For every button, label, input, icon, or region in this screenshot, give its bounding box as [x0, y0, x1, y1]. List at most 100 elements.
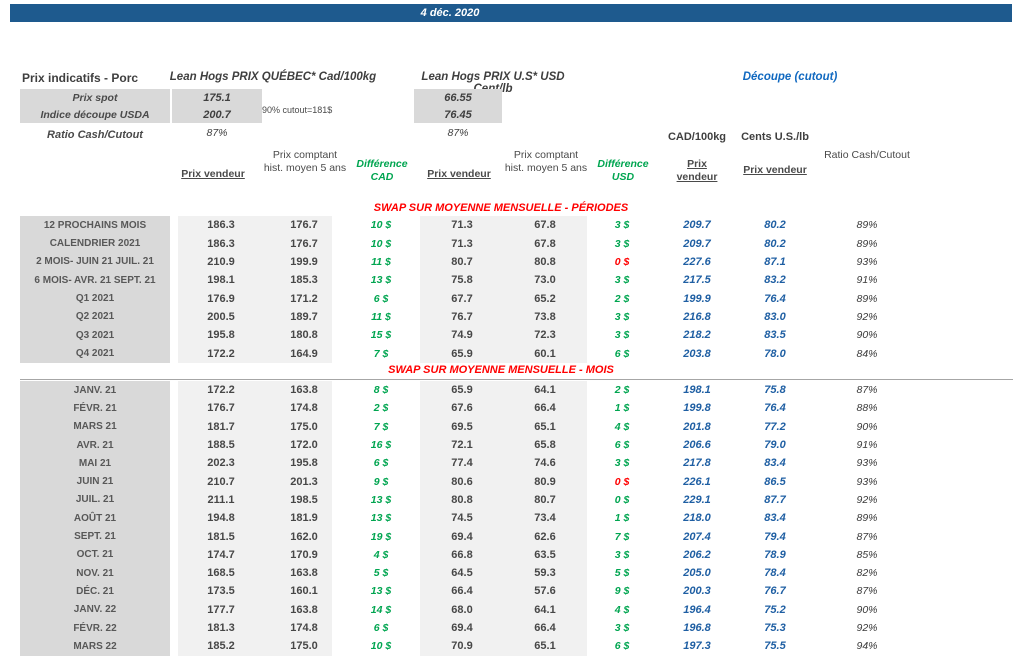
- table-row: AOÛT 21 194.8 181.9 13 $ 74.5 73.4 1 $ 218.0 83.…: [0, 509, 1024, 527]
- cell-cad-h: 170.9: [290, 548, 318, 561]
- cell-ratio: 87%: [856, 530, 878, 543]
- cell-cad-h: 163.8: [290, 603, 318, 616]
- cell-usd-v: 66.4: [451, 585, 473, 598]
- spot-usd-background: [414, 89, 502, 123]
- cell-usd-h: 73.0: [534, 274, 556, 287]
- cutout-note: 90% cutout=181$: [262, 105, 333, 115]
- cell-ratio: 82%: [856, 567, 878, 580]
- cell-label: MARS 22: [73, 640, 117, 652]
- table-row: MARS 21 181.7 175.0 7 $ 69.5 65.1 4 $ 201.8 77.2…: [0, 418, 1024, 436]
- table-row: MARS 22 185.2 175.0 10 $ 70.9 65.1 6 $ 197.3 75.…: [0, 637, 1024, 655]
- ratio-row-label: Ratio Cash/Cutout: [47, 129, 143, 141]
- cell-diff-cad: 10 $: [370, 237, 392, 250]
- cell-cut-usd: 75.2: [764, 603, 786, 616]
- col-header-prix-vendeur-cutout-cad: Prix vendeur: [676, 158, 718, 183]
- cell-usd-h: 63.5: [534, 548, 556, 561]
- cell-cad-v: 188.5: [207, 439, 235, 452]
- cell-cad-v: 186.3: [207, 219, 235, 232]
- cutout-unit-usd: Cents U.S./lb: [741, 131, 809, 143]
- cell-usd-v: 71.3: [451, 219, 473, 232]
- cell-cad-v: 181.7: [207, 420, 235, 433]
- cell-cut-cad: 227.6: [683, 255, 711, 268]
- cell-cut-cad: 200.3: [683, 585, 711, 598]
- page-title: Prix indicatifs - Porc: [22, 71, 139, 85]
- months-label-column-bg: [20, 381, 170, 656]
- cell-usd-v: 80.6: [451, 475, 473, 488]
- cell-cad-h: 162.0: [290, 530, 318, 543]
- cell-label: Q4 2021: [75, 348, 115, 360]
- cell-cut-cad: 199.9: [683, 292, 711, 305]
- cell-diff-usd: 1 $: [614, 512, 630, 525]
- cell-diff-cad: 16 $: [370, 439, 392, 452]
- cell-diff-usd: 6 $: [614, 347, 630, 360]
- cell-diff-cad: 2 $: [373, 402, 389, 415]
- table-row: Q4 2021 172.2 164.9 7 $ 65.9 60.1 6 $ 203.8 78.0…: [0, 344, 1024, 362]
- cell-cut-usd: 76.4: [764, 292, 786, 305]
- cell-diff-cad: 9 $: [373, 475, 389, 488]
- cell-cad-h: 160.1: [290, 585, 318, 598]
- cell-diff-usd: 4 $: [614, 420, 630, 433]
- table-row: CALENDRIER 2021 186.3 176.7 10 $ 71.3 67.8 3 $…: [0, 234, 1024, 252]
- table-row: Q3 2021 195.8 180.8 15 $ 74.9 72.3 3 $ 218.2 83.…: [0, 326, 1024, 344]
- spot-row-label: Prix spot: [72, 92, 118, 104]
- cell-usd-v: 67.7: [451, 292, 473, 305]
- cell-usd-v: 72.1: [451, 439, 473, 452]
- table-row: SEPT. 21 181.5 162.0 19 $ 69.4 62.6 7 $ 207.4 79…: [0, 527, 1024, 545]
- cell-cad-h: 163.8: [290, 384, 318, 397]
- cell-diff-cad: 10 $: [370, 640, 392, 653]
- cell-usd-v: 71.3: [451, 237, 473, 250]
- cell-diff-cad: 13 $: [370, 512, 392, 525]
- cell-diff-usd: 3 $: [614, 310, 630, 323]
- cell-cad-h: 176.7: [290, 237, 318, 250]
- ratio-cad-value: 87%: [206, 127, 228, 139]
- cell-cad-v: 181.3: [207, 622, 235, 635]
- cell-cad-h: 185.3: [290, 274, 318, 287]
- cell-cut-cad: 209.7: [683, 237, 711, 250]
- date-banner: [10, 4, 1012, 22]
- cell-usd-h: 65.2: [534, 292, 556, 305]
- cell-cut-cad: 199.8: [683, 402, 711, 415]
- cell-cut-usd: 76.7: [764, 585, 786, 598]
- cell-cut-usd: 75.5: [764, 640, 786, 653]
- cell-diff-usd: 1 $: [614, 402, 630, 415]
- cell-cad-h: 171.2: [290, 292, 318, 305]
- cell-usd-h: 72.3: [534, 329, 556, 342]
- cell-ratio: 93%: [856, 457, 878, 470]
- cell-usd-v: 69.4: [451, 622, 473, 635]
- table-row: OCT. 21 174.7 170.9 4 $ 66.8 63.5 3 $ 206.2 78.9…: [0, 546, 1024, 564]
- cell-cad-v: 172.2: [207, 384, 235, 397]
- table-row: 2 MOIS- JUIN 21 JUIL. 21 210.9 199.9 11 $ 80…: [0, 253, 1024, 271]
- cell-diff-usd: 5 $: [614, 567, 630, 580]
- table-row: JUIL. 21 211.1 198.5 13 $ 80.8 80.7 0 $ 229.1 87…: [0, 491, 1024, 509]
- cell-ratio: 84%: [856, 347, 878, 360]
- cell-ratio: 87%: [856, 384, 878, 397]
- cell-cut-usd: 86.5: [764, 475, 786, 488]
- spot-cad-value: 175.1: [203, 92, 231, 104]
- cell-cad-v: 176.7: [207, 402, 235, 415]
- cell-cad-v: 177.7: [207, 603, 235, 616]
- cell-cad-v: 194.8: [207, 512, 235, 525]
- cell-ratio: 89%: [856, 219, 878, 232]
- cell-cad-v: 211.1: [207, 493, 235, 506]
- cell-cut-usd: 78.4: [764, 567, 786, 580]
- cell-usd-v: 75.8: [451, 274, 473, 287]
- cell-diff-cad: 4 $: [373, 548, 389, 561]
- cell-cad-h: 198.5: [290, 493, 318, 506]
- cell-cut-cad: 218.0: [683, 512, 711, 525]
- section-title-periodes: SWAP SUR MOYENNE MENSUELLE - PÉRIODES: [373, 202, 629, 214]
- cell-cut-usd: 87.7: [764, 493, 786, 506]
- cell-diff-cad: 13 $: [370, 493, 392, 506]
- cell-label: Q1 2021: [75, 293, 115, 305]
- col-header-ratio: Ratio Cash/Cutout: [824, 149, 910, 161]
- cell-usd-h: 74.6: [534, 457, 556, 470]
- cell-usd-v: 65.9: [451, 347, 473, 360]
- cell-diff-cad: 7 $: [373, 420, 389, 433]
- cell-ratio: 89%: [856, 292, 878, 305]
- cell-usd-h: 57.6: [534, 585, 556, 598]
- cell-ratio: 90%: [856, 329, 878, 342]
- cell-usd-h: 80.7: [534, 493, 556, 506]
- periods-usd-block-bg: [420, 216, 587, 363]
- cell-label: MAI 21: [78, 457, 112, 469]
- cell-usd-h: 65.1: [534, 420, 556, 433]
- cell-cut-usd: 80.2: [764, 219, 786, 232]
